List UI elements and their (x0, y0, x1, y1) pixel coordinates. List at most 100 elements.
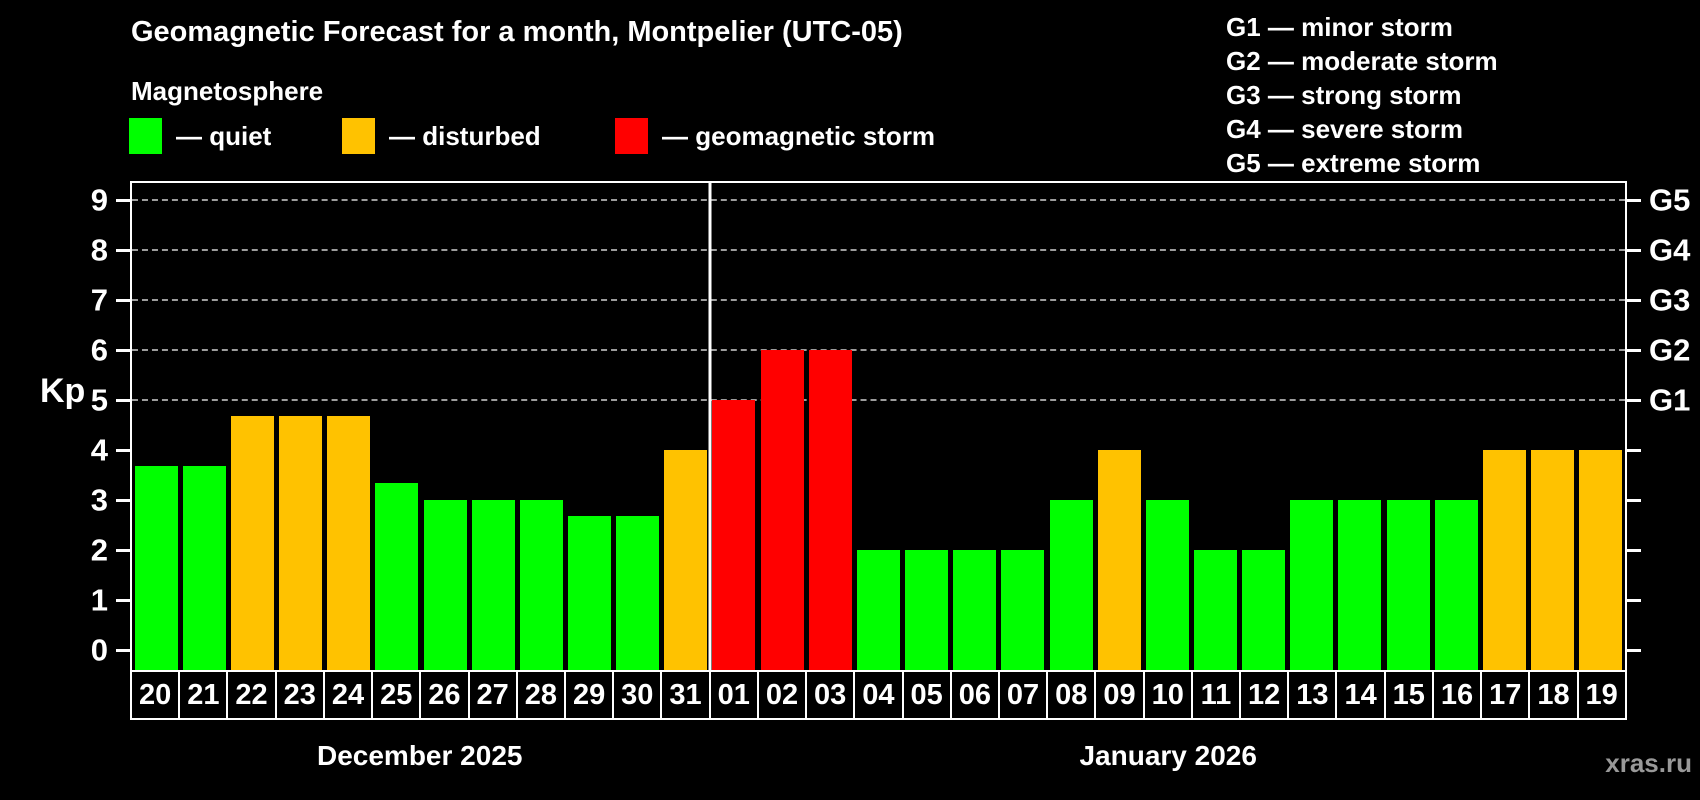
kp-bar (1242, 550, 1286, 670)
y-axis-tick-label: 3 (90, 482, 108, 518)
y-axis-tick-right (1627, 449, 1641, 452)
day-label-cell: 17 (1482, 672, 1531, 718)
y-axis-tick-label: 2 (90, 532, 108, 568)
storm-scale-legend-line: G2 — moderate storm (1226, 46, 1498, 76)
day-label-cell: 21 (180, 672, 229, 718)
day-label-cell: 11 (1193, 672, 1242, 718)
gridline-kp-5 (132, 399, 1625, 401)
y-axis-tick-label: 1 (90, 582, 108, 618)
legend-item-label: — disturbed (389, 120, 541, 151)
kp-bar (905, 550, 949, 670)
kp-bar (182, 466, 226, 670)
bar-slot-day-16 (1432, 183, 1480, 670)
y-axis-tick-label: 8 (90, 232, 108, 268)
kp-bar (1386, 500, 1430, 670)
day-label-cell: 26 (421, 672, 470, 718)
day-label-cell: 27 (470, 672, 518, 718)
day-label-cell: 10 (1145, 672, 1193, 718)
bar-slot-day-08 (1047, 183, 1095, 670)
legend-item-storm: — geomagnetic storm (615, 116, 935, 156)
bar-slot-day-06 (951, 183, 999, 670)
y-axis-tick-right (1627, 399, 1641, 402)
kp-bar (279, 416, 323, 670)
bar-slot-day-17 (1480, 183, 1528, 670)
bar-slot-day-31 (662, 183, 710, 670)
bar-slot-day-28 (517, 183, 565, 670)
bars-container (132, 183, 1625, 670)
kp-bar (423, 500, 467, 670)
y-axis-tick-left (116, 599, 130, 602)
day-label-cell: 28 (518, 672, 566, 718)
kp-bar (808, 350, 852, 670)
right-axis-label-g1: G1 (1649, 382, 1691, 418)
kp-bar (1001, 550, 1045, 670)
kp-bar (1579, 450, 1623, 670)
kp-bar (1338, 500, 1382, 670)
bar-slot-day-09 (1095, 183, 1143, 670)
day-label-cell: 06 (952, 672, 1000, 718)
y-axis-tick-right (1627, 199, 1641, 202)
plot-frame: 0 1 2 3 4 5 6 7 8 9 G1 G2 G3 G4 G5 (91, 181, 1690, 672)
kp-bar (230, 416, 274, 670)
y-axis-tick-left (116, 449, 130, 452)
month-labels: December 2025 January 2026 (130, 740, 1627, 772)
gridline-kp-6 (132, 349, 1625, 351)
storm-scale-legend-line: G5 — extreme storm (1226, 148, 1481, 178)
kp-bar (712, 400, 756, 670)
bar-slot-day-05 (903, 183, 951, 670)
bar-slot-day-11 (1191, 183, 1239, 670)
kp-bar (856, 550, 900, 670)
bar-slot-day-22 (228, 183, 276, 670)
bar-slot-day-24 (325, 183, 373, 670)
day-label-cell: 07 (1000, 672, 1049, 718)
right-axis-label-g5: G5 (1649, 182, 1691, 218)
y-axis-tick-left (116, 649, 130, 652)
kp-bar (471, 500, 515, 670)
day-label-cell: 19 (1585, 678, 1618, 711)
kp-bar (664, 450, 708, 670)
kp-bar (760, 350, 804, 670)
day-label-cell: 04 (855, 672, 904, 718)
bar-slot-day-03 (806, 183, 854, 670)
y-axis-tick-label: 6 (90, 332, 108, 368)
day-label-cell: 23 (277, 672, 325, 718)
x-axis-day-strip: 20 21 22 23 24 25 26 27 28 29 30 31 01 02 03 04 05 06 07 08… (130, 670, 1627, 720)
bar-slot-day-12 (1240, 183, 1288, 670)
kp-bar (1194, 550, 1238, 670)
bar-slot-day-21 (180, 183, 228, 670)
kp-bar (953, 550, 997, 670)
day-label-cell: 12 (1241, 672, 1290, 718)
day-label-cell: 08 (1048, 672, 1097, 718)
day-label-cell: 05 (904, 672, 952, 718)
kp-bar (375, 483, 419, 670)
bar-slot-day-01 (710, 183, 758, 670)
kp-bar (1097, 450, 1141, 670)
bar-slot-day-13 (1288, 183, 1336, 670)
day-label-cell: 09 (1096, 672, 1145, 718)
gridline-kp-9 (132, 199, 1625, 201)
bar-slot-day-02 (758, 183, 806, 670)
kp-bar (1434, 500, 1478, 670)
bar-slot-day-29 (565, 183, 613, 670)
month-boundary-line (708, 183, 712, 670)
y-axis-tick-right (1627, 649, 1641, 652)
day-label-cell: 03 (807, 672, 856, 718)
day-label-cell: 16 (1434, 672, 1483, 718)
y-axis-tick-left (116, 549, 130, 552)
disturbed-color-swatch (342, 118, 375, 154)
y-axis-tick-label: 9 (90, 182, 108, 218)
y-axis-tick-right (1627, 299, 1641, 302)
right-axis-label-g4: G4 (1649, 232, 1691, 268)
y-axis-tick-left (116, 399, 130, 402)
day-label-cell: 29 (566, 672, 615, 718)
bar-slot-day-27 (469, 183, 517, 670)
legend-item-label: — geomagnetic storm (662, 120, 936, 151)
day-label-cell: 14 (1337, 672, 1386, 718)
bar-slot-day-20 (132, 183, 180, 670)
y-axis-tick-label: 0 (90, 632, 108, 668)
kp-bar (1290, 500, 1334, 670)
storm-color-swatch (615, 118, 648, 154)
storm-scale-legend-line: G4 — severe storm (1226, 114, 1464, 144)
storm-scale-legend: G1 — minor storm G2 — moderate storm G3 — … (1226, 10, 1498, 180)
bar-slot-day-23 (276, 183, 324, 670)
